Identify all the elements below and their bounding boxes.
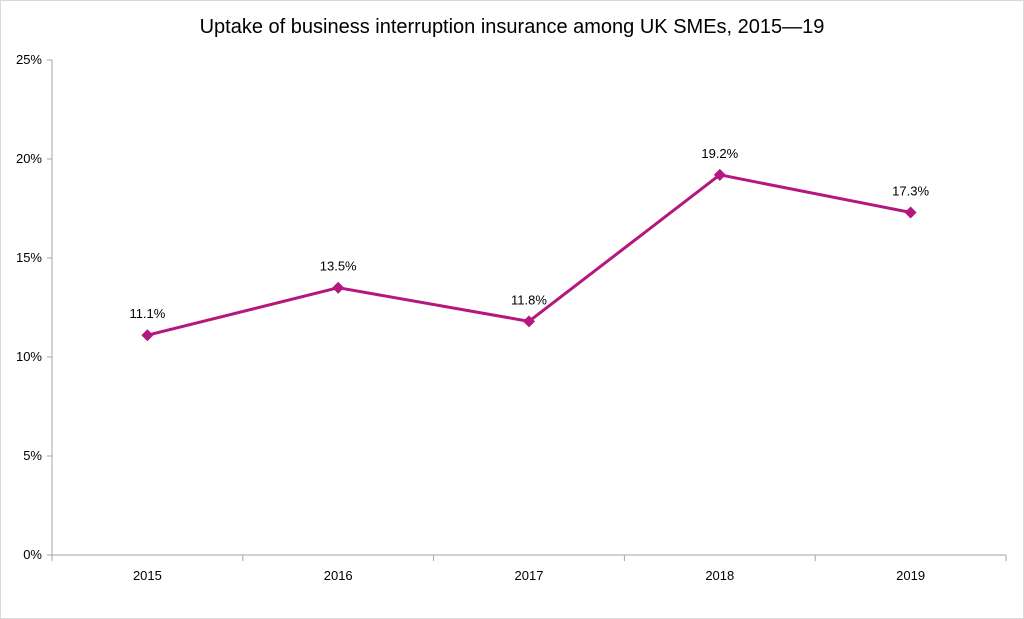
y-axis: 0% 5% 10% 15% 20% 25% xyxy=(16,52,53,562)
y-tick-label: 10% xyxy=(16,349,42,364)
y-tick-label: 15% xyxy=(16,250,42,265)
x-tick-label: 2015 xyxy=(133,568,162,583)
chart-title: Uptake of business interruption insuranc… xyxy=(199,16,825,38)
data-point-marker xyxy=(713,168,726,181)
y-tick-label: 25% xyxy=(16,52,42,67)
data-point-marker xyxy=(141,329,154,342)
x-tick-label: 2018 xyxy=(705,568,734,583)
y-tick-label: 0% xyxy=(23,547,42,562)
x-axis: 2015 2016 2017 2018 2019 xyxy=(51,554,1007,583)
data-label: 11.1% xyxy=(129,306,165,321)
data-point-marker xyxy=(332,281,345,294)
data-label: 17.3% xyxy=(892,183,929,198)
series-line-group xyxy=(141,168,917,342)
data-label: 13.5% xyxy=(320,259,357,274)
data-label: 19.2% xyxy=(701,146,738,161)
x-tick-label: 2019 xyxy=(896,568,925,583)
x-tick-label: 2016 xyxy=(324,568,353,583)
y-tick-label: 20% xyxy=(16,151,42,166)
data-point-marker xyxy=(523,315,535,328)
data-label: 11.8% xyxy=(511,292,547,307)
y-tick-label: 5% xyxy=(23,448,42,463)
series-line xyxy=(147,173,911,337)
x-tick-label: 2017 xyxy=(515,568,544,583)
data-point-marker xyxy=(904,206,917,219)
data-labels-group: 11.1% 13.5% 11.8% 19.2% 17.3% xyxy=(129,146,929,321)
